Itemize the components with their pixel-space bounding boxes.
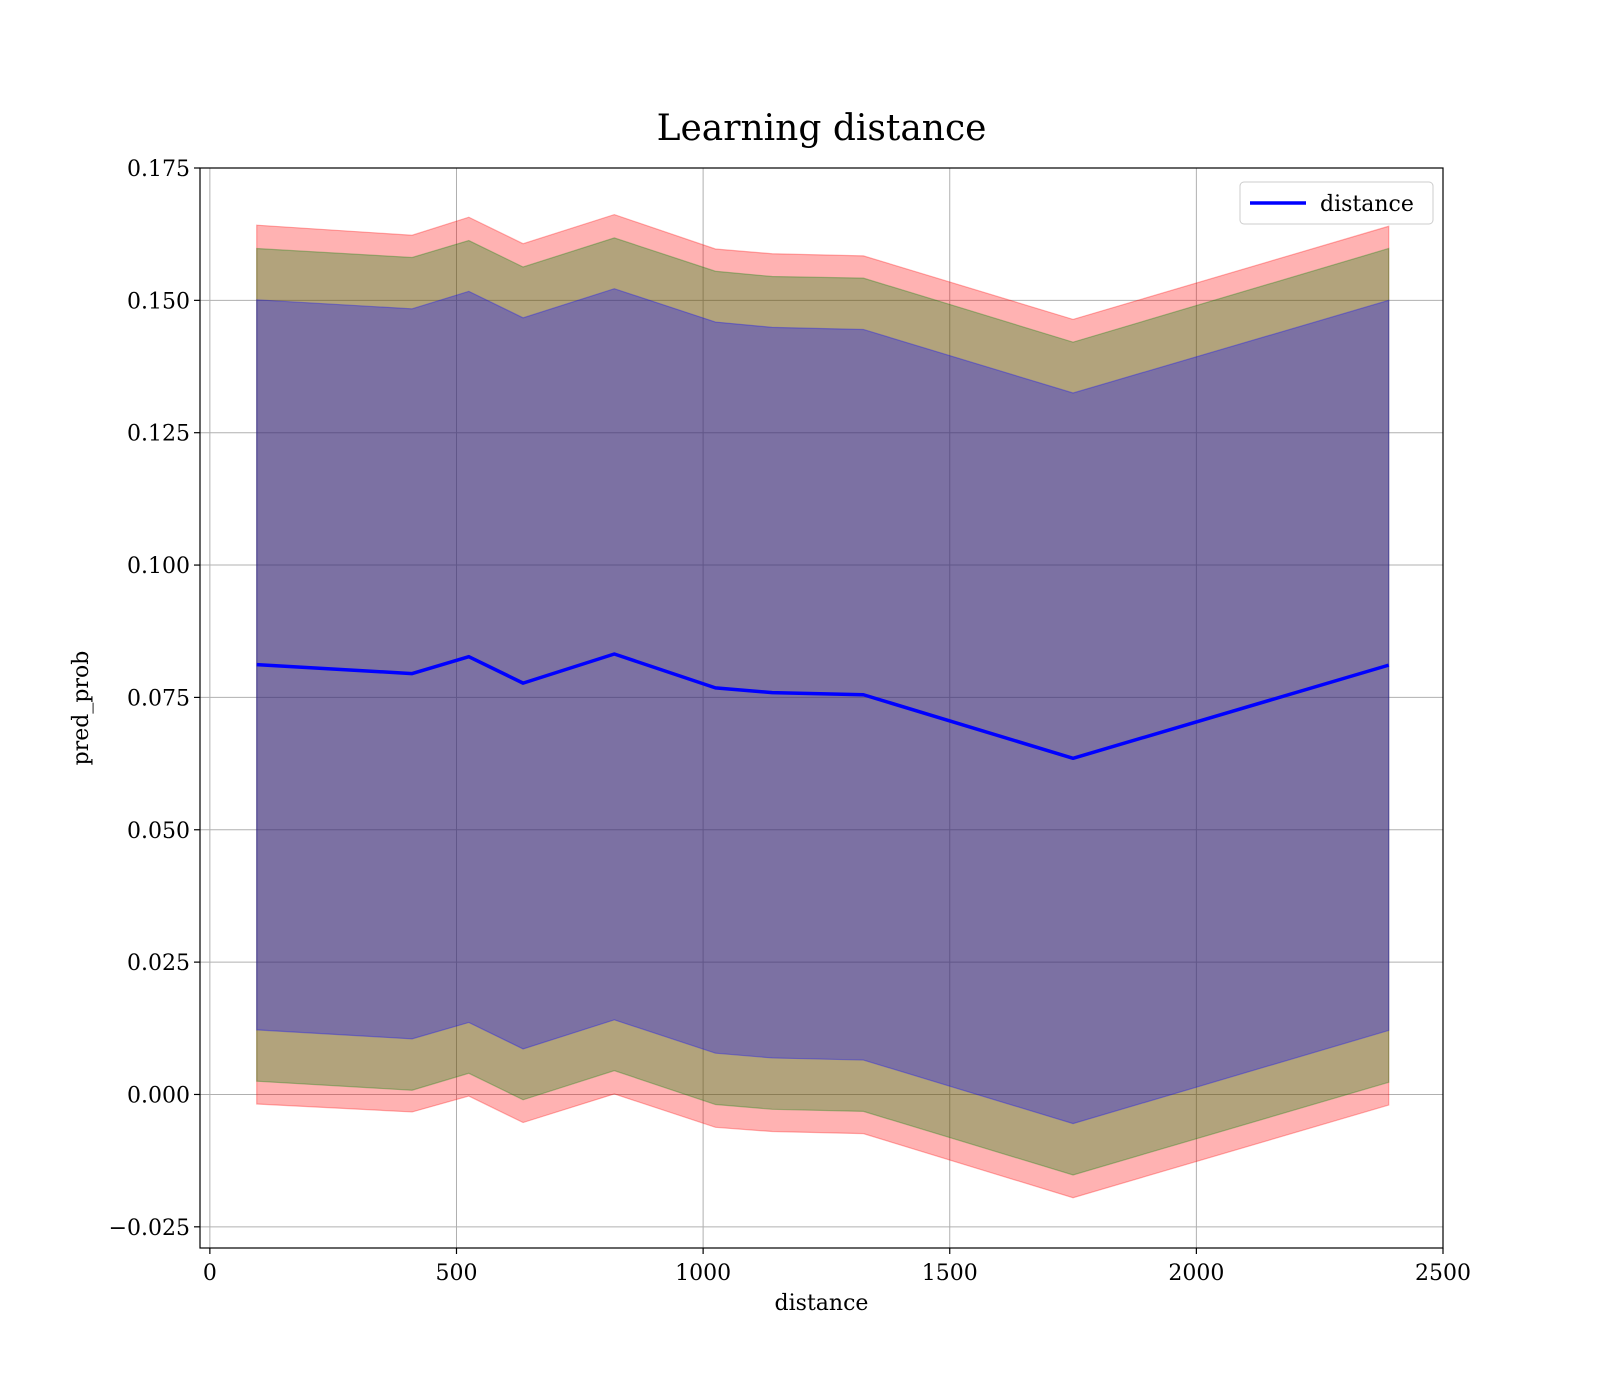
x-axis-label: distance — [775, 1291, 869, 1316]
confidence-band — [256, 288, 1390, 1125]
chart-title: Learning distance — [657, 108, 987, 149]
y-axis-label: pred_prob — [69, 651, 94, 766]
legend-box — [1239, 181, 1434, 225]
x-tick-label: 2000 — [1168, 1261, 1224, 1286]
y-tick-label: 0.150 — [127, 289, 190, 314]
legend: distance — [1239, 181, 1434, 225]
confidence-band — [256, 237, 1390, 1176]
series-lines — [256, 652, 1390, 761]
series-line-distance — [256, 652, 1390, 761]
legend-label: distance — [1320, 192, 1414, 217]
plot-frame — [199, 167, 1444, 1249]
y-tick-label: 0.000 — [127, 1083, 190, 1108]
ticks: 0 500 1000 1500 2000 2500 −0.025 0.000 0.025 0.05… — [109, 157, 1471, 1286]
y-tick-label: 0.100 — [127, 554, 190, 579]
y-tick-label: 0.025 — [127, 951, 190, 976]
y-tick-label: 0.075 — [127, 686, 190, 711]
x-tick-label: 2500 — [1415, 1261, 1471, 1286]
y-tick-label: 0.175 — [127, 157, 190, 182]
x-tick-label: 0 — [203, 1261, 217, 1286]
x-tick-label: 1000 — [675, 1261, 731, 1286]
y-tick-label: −0.025 — [109, 1216, 190, 1241]
confidence-band — [256, 213, 1390, 1199]
y-tick-label: 0.125 — [127, 422, 190, 447]
x-tick-label: 1500 — [922, 1261, 978, 1286]
x-tick-label: 500 — [435, 1261, 477, 1286]
y-tick-label: 0.050 — [127, 819, 190, 844]
confidence-bands — [256, 213, 1390, 1199]
